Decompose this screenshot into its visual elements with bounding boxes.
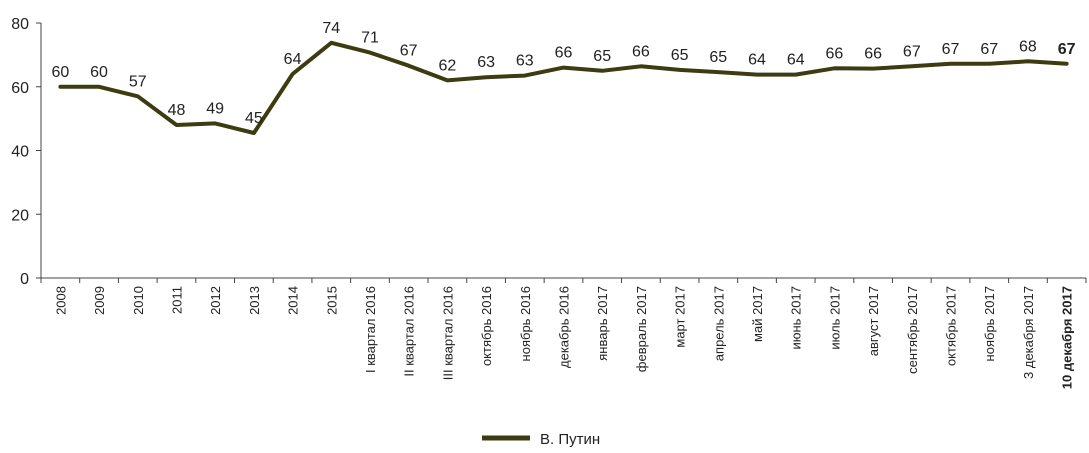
data-label: 68 (1019, 38, 1037, 55)
data-label: 63 (477, 54, 495, 71)
x-category-label: август 2017 (866, 286, 881, 356)
data-label: 66 (632, 43, 650, 60)
y-tick-label: 80 (11, 16, 29, 33)
x-category-label: 2012 (208, 286, 223, 315)
x-category-label: март 2017 (673, 286, 688, 348)
x-category-label: 2010 (131, 286, 146, 315)
value-labels: 60 60 57 48 49 45 64 74 71 67 62 63 63 66 65 66 65 65 64 64… (51, 20, 1075, 127)
data-label: 67 (400, 43, 418, 60)
x-category-label: 10 декабря 2017 (1060, 286, 1075, 389)
data-label: 65 (593, 48, 611, 65)
x-category-label: ноябрь 2017 (982, 286, 997, 361)
data-label: 74 (322, 20, 340, 37)
data-label: 67 (1058, 41, 1076, 58)
y-tick-label: 20 (11, 207, 29, 224)
legend: В. Путин (482, 431, 600, 448)
x-category-label: июль 2017 (827, 286, 842, 350)
x-axis (40, 277, 1087, 283)
data-label: 63 (516, 53, 534, 70)
x-category-label: январь 2017 (595, 286, 610, 361)
data-label: 66 (826, 45, 844, 62)
x-category-label: 3 декабря 2017 (1021, 286, 1036, 379)
data-label: 71 (361, 30, 379, 47)
data-label: 67 (903, 43, 921, 60)
y-tick-label: 40 (11, 144, 29, 161)
series-line (58, 40, 1069, 135)
x-category-label: октябрь 2017 (944, 286, 959, 366)
data-label: 66 (555, 45, 573, 62)
data-label: 45 (245, 110, 263, 127)
category-labels: 2008 2009 2010 2011 2012 2013 2014 2015 I кварта… (53, 286, 1074, 389)
y-tick-label: 60 (11, 80, 29, 97)
data-label: 60 (51, 64, 69, 81)
y-axis: 0 20 40 60 80 (11, 16, 42, 288)
x-category-label: II квартал 2016 (402, 286, 417, 377)
data-label: 48 (168, 102, 186, 119)
data-label: 49 (206, 100, 224, 117)
x-category-label: октябрь 2016 (479, 286, 494, 366)
x-category-label: 2011 (169, 286, 184, 314)
data-label: 57 (129, 73, 147, 90)
x-category-label: декабрь 2016 (557, 286, 572, 368)
x-category-label: 2014 (286, 286, 301, 315)
x-category-label: февраль 2017 (634, 286, 649, 372)
legend-label: В. Путин (540, 431, 600, 448)
series-layer (58, 40, 1069, 135)
x-category-label: сентябрь 2017 (905, 286, 920, 374)
x-category-label: 2009 (92, 286, 107, 315)
x-category-label: апрель 2017 (711, 286, 726, 361)
x-category-label: 2013 (247, 286, 262, 315)
x-category-label: 2015 (324, 286, 339, 315)
x-category-label: 2008 (53, 286, 68, 315)
data-label: 67 (980, 41, 998, 58)
data-label: 60 (90, 64, 108, 81)
data-label: 64 (748, 52, 766, 69)
x-category-label: июнь 2017 (789, 286, 804, 350)
x-category-label: май 2017 (750, 286, 765, 342)
data-label: 64 (787, 52, 805, 69)
data-label: 64 (284, 51, 302, 68)
y-tick-label: 0 (20, 271, 29, 288)
data-label: 65 (671, 47, 689, 64)
x-category-label: I квартал 2016 (363, 286, 378, 373)
data-label: 65 (709, 49, 727, 66)
data-label: 62 (438, 57, 456, 74)
x-category-label: III квартал 2016 (440, 286, 455, 380)
data-label: 66 (864, 46, 882, 63)
x-category-label: ноябрь 2016 (518, 286, 533, 361)
data-label: 67 (942, 41, 960, 58)
